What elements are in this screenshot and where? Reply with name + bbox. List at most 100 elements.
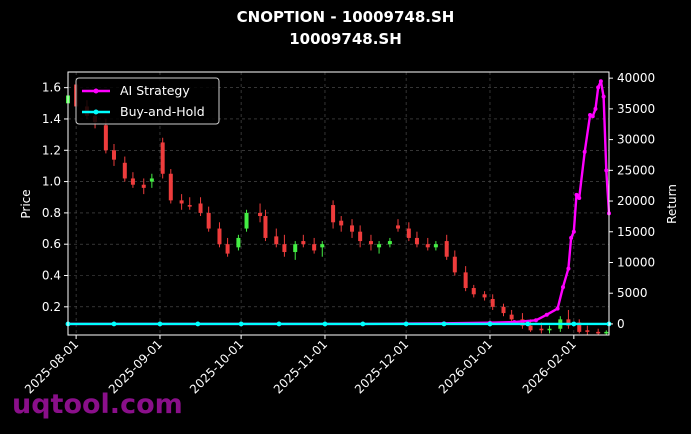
x-tick-label: 2026-02-01 <box>520 337 579 396</box>
candle-body <box>452 256 457 273</box>
ai-strategy-point <box>590 114 595 119</box>
ai-strategy-point <box>582 149 587 154</box>
buy-and-hold-point <box>157 321 163 327</box>
left-y-axis: 0.2 0.4 0.6 0.8 1.0 1.2 1.4 1.6 <box>42 81 68 314</box>
candle-body <box>111 150 116 160</box>
buy-and-hold-point <box>111 321 117 327</box>
candle-body <box>350 225 355 232</box>
ai-strategy-point <box>566 266 571 271</box>
candle-body <box>433 244 438 248</box>
candle-body <box>149 178 154 182</box>
chart-subtitle: 10009748.SH <box>289 30 402 48</box>
candle-body <box>596 331 601 334</box>
candle-body <box>414 237 419 245</box>
legend-box <box>75 77 220 125</box>
right-y-tick-label: 5000 <box>617 286 648 300</box>
candle-body <box>168 173 173 201</box>
candle-body <box>293 244 298 253</box>
candle-body <box>301 241 306 245</box>
candle-body <box>528 325 533 331</box>
right-y-tick-label: 20000 <box>617 194 655 208</box>
candle-body <box>103 125 108 151</box>
x-axis: 2025-08-01 2025-09-01 2025-10-01 2025-11-01… <box>22 335 579 396</box>
candle-body <box>463 272 468 289</box>
candle-body <box>236 237 241 248</box>
right-y-tick-label: 30000 <box>617 133 655 147</box>
candle-body <box>539 328 544 331</box>
candle-body <box>225 244 230 254</box>
candle-body <box>585 330 590 332</box>
ai-strategy-point <box>601 94 606 99</box>
candle-body <box>244 212 249 229</box>
buy-and-hold-point <box>403 321 409 327</box>
candle-body <box>331 205 336 223</box>
right-y-tick-label: 25000 <box>617 163 655 177</box>
ai-strategy-point <box>533 318 538 323</box>
candle-body <box>217 228 222 245</box>
ai-strategy-point <box>604 168 609 173</box>
candle-body <box>566 319 571 326</box>
buy-and-hold-point <box>322 321 328 327</box>
candle-body <box>312 244 317 251</box>
x-tick-label: 2026-01-01 <box>436 337 495 396</box>
candle-body <box>274 236 279 245</box>
ai-strategy-point <box>555 306 560 311</box>
candle-body <box>444 241 449 257</box>
ai-strategy-point <box>596 85 601 90</box>
right-y-tick-label: 10000 <box>617 255 655 269</box>
legend: AI Strategy Buy-and-Hold <box>75 77 220 125</box>
candle-body <box>368 241 373 245</box>
buy-and-hold-point <box>525 321 531 327</box>
right-y-tick-label: 15000 <box>617 225 655 239</box>
ai-strategy-point <box>569 235 574 240</box>
candle-body <box>263 216 268 238</box>
right-y-tick-label: 35000 <box>617 102 655 116</box>
buy-and-hold-point <box>441 321 447 327</box>
candle-body <box>187 205 192 207</box>
candle-body <box>387 241 392 245</box>
left-y-tick-label: 1.2 <box>42 143 61 157</box>
left-y-tick-label: 0.6 <box>42 237 61 251</box>
candle-body <box>339 220 344 226</box>
left-y-tick-label: 0.2 <box>42 300 61 314</box>
legend-label-ai-strategy: AI Strategy <box>120 83 190 98</box>
left-y-tick-label: 1.0 <box>42 175 61 189</box>
candle-body <box>604 331 609 334</box>
x-tick-label: 2025-12-01 <box>352 337 411 396</box>
candle-body <box>320 244 325 248</box>
candle-body <box>130 178 135 185</box>
legend-marker-ai-strategy <box>93 88 99 94</box>
buy-and-hold-point <box>360 321 366 327</box>
buy-and-hold-point <box>238 321 244 327</box>
left-y-axis-label: Price <box>19 189 33 218</box>
x-tick-label: 2025-08-01 <box>22 337 81 396</box>
plot-frame <box>67 71 610 336</box>
ai-strategy-point <box>598 79 603 84</box>
buy-and-hold-point <box>276 321 282 327</box>
legend-label-buy-and-hold: Buy-and-Hold <box>120 104 205 119</box>
candle-body <box>490 298 495 307</box>
left-y-tick-label: 1.4 <box>42 112 61 126</box>
ai-strategy-point <box>561 285 566 290</box>
ai-strategy-point <box>577 195 582 200</box>
left-y-tick-label: 0.4 <box>42 269 61 283</box>
candle-body <box>425 244 430 248</box>
candle-body <box>122 162 127 179</box>
candle-body <box>358 231 363 242</box>
grid-lines <box>68 72 609 335</box>
candle-body <box>509 314 514 320</box>
candle-body <box>179 200 184 204</box>
buy-and-hold-point <box>571 321 577 327</box>
ai-strategy-point <box>574 192 579 197</box>
right-y-axis: 0 5000 10000 15000 20000 25000 30000 35000 40000 <box>609 71 655 331</box>
watermark-text: uqtool.com <box>12 389 183 420</box>
ai-strategy-point <box>593 106 598 111</box>
ai-strategy-point <box>544 312 549 317</box>
buy-and-hold-point <box>487 321 493 327</box>
legend-marker-buy-and-hold <box>93 109 99 115</box>
return-series <box>65 79 612 327</box>
candle-body <box>377 244 382 248</box>
candle-body <box>206 212 211 229</box>
candle-body <box>258 212 263 217</box>
